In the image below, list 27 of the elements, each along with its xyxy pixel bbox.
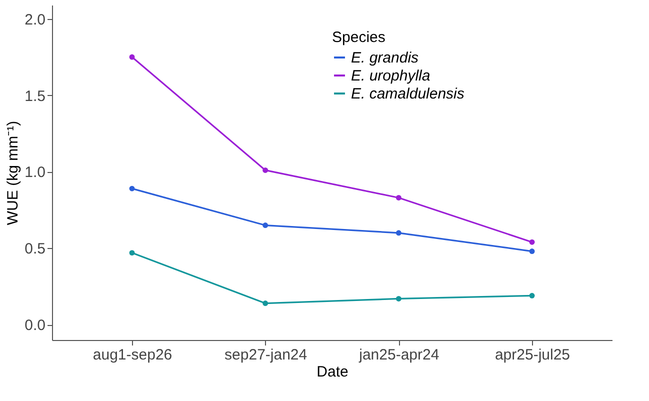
legend-label: E. camaldulensis bbox=[351, 86, 465, 102]
legend-label: E. grandis bbox=[351, 50, 420, 66]
point bbox=[262, 300, 268, 306]
y-tick-label: 1.5 bbox=[24, 88, 46, 105]
point bbox=[529, 239, 535, 245]
point bbox=[129, 54, 135, 60]
y-tick-label: 1.0 bbox=[24, 164, 46, 182]
x-axis-title: Date bbox=[316, 364, 348, 380]
y-tick-label: 0.0 bbox=[24, 317, 46, 334]
point bbox=[529, 248, 535, 254]
legend-title: Species bbox=[332, 29, 386, 46]
point bbox=[129, 250, 135, 256]
point bbox=[129, 186, 135, 192]
y-tick-label: 2.0 bbox=[24, 11, 46, 28]
x-tick-label: sep27-jan24 bbox=[224, 346, 308, 364]
legend-label: E. urophylla bbox=[351, 68, 430, 84]
point bbox=[262, 222, 268, 228]
point bbox=[396, 296, 402, 302]
point bbox=[396, 195, 402, 200]
x-tick-label: aug1-sep26 bbox=[92, 346, 172, 364]
point bbox=[262, 167, 268, 173]
y-tick-label: 0.5 bbox=[24, 240, 46, 258]
x-tick-label: jan25-apr24 bbox=[358, 346, 440, 364]
y-axis-title: WUE (kg mm⁻¹) bbox=[4, 120, 22, 226]
x-tick-label: apr25-jul25 bbox=[494, 346, 570, 364]
point bbox=[396, 230, 402, 236]
point bbox=[529, 292, 535, 298]
